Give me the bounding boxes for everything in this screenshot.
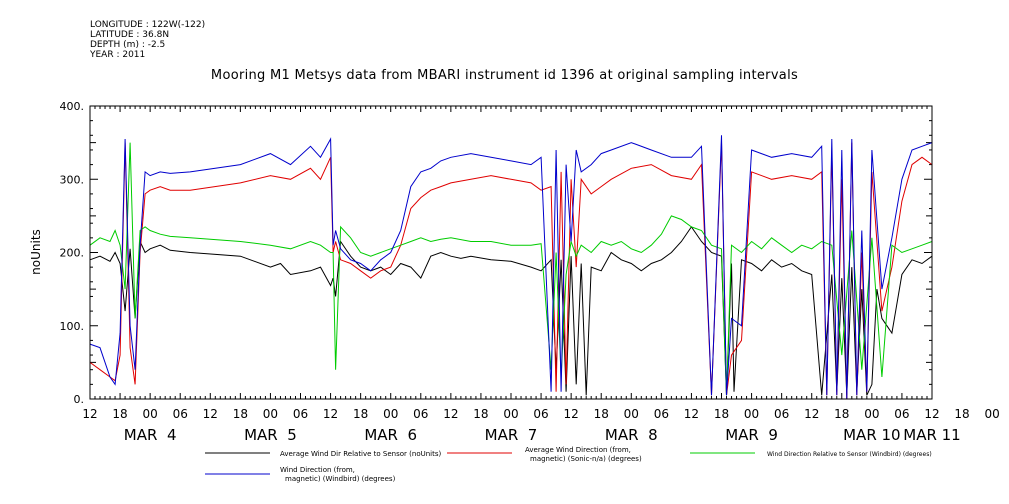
x-tick-label: 18 xyxy=(954,407,969,421)
x-date-label: MAR 4 xyxy=(124,426,177,444)
x-tick-label: 18 xyxy=(834,407,849,421)
y-tick-label: 0. xyxy=(74,393,85,406)
x-date-label: MAR 7 xyxy=(485,426,538,444)
x-tick-label: 12 xyxy=(924,407,939,421)
x-tick-label: 06 xyxy=(173,407,188,421)
x-tick-label: 18 xyxy=(112,407,127,421)
legend-label-1: Average Wind Direction (from, magnetic) … xyxy=(525,446,642,463)
x-tick-label: 18 xyxy=(353,407,368,421)
x-date-label: MAR 6 xyxy=(364,426,417,444)
x-tick-label: 12 xyxy=(323,407,338,421)
x-tick-label: 00 xyxy=(503,407,518,421)
x-tick-label: 12 xyxy=(804,407,819,421)
x-date-label: MAR 11 xyxy=(903,426,960,444)
series-line-3 xyxy=(89,135,933,400)
x-tick-label: 06 xyxy=(533,407,548,421)
x-tick-label: 00 xyxy=(263,407,278,421)
year-text: YEAR : 2011 xyxy=(90,50,146,60)
x-date-label: MAR 8 xyxy=(605,426,658,444)
longitude-text: LONGITUDE : 122W(-122) xyxy=(90,20,206,30)
y-tick-label: 100. xyxy=(60,320,85,333)
x-tick-label: 18 xyxy=(473,407,488,421)
x-tick-label: 18 xyxy=(233,407,248,421)
plot-frame xyxy=(89,105,933,400)
x-tick-label: 00 xyxy=(624,407,639,421)
series-line-2 xyxy=(89,142,933,396)
depth-text: DEPTH (m) : -2.5 xyxy=(90,40,166,50)
x-date-label: MAR 10 xyxy=(843,426,900,444)
x-tick-label: 12 xyxy=(82,407,97,421)
x-tick-label: 06 xyxy=(654,407,669,421)
x-date-label: MAR 5 xyxy=(244,426,297,444)
x-tick-label: 12 xyxy=(564,407,579,421)
series-line-0 xyxy=(89,226,933,396)
x-tick-label: 06 xyxy=(413,407,428,421)
legend-label-3: Wind Direction (from, magnetic) (Windbir… xyxy=(280,466,396,483)
x-date-label: MAR 9 xyxy=(725,426,778,444)
x-tick-label: 00 xyxy=(744,407,759,421)
x-tick-label: 00 xyxy=(985,407,1000,421)
chart-title: Mooring M1 Metsys data from MBARI instru… xyxy=(210,68,799,83)
x-tick-label: 00 xyxy=(143,407,158,421)
x-tick-label: 12 xyxy=(443,407,458,421)
x-tick-label: 12 xyxy=(203,407,218,421)
legend-label-2: Wind Direction Relative to Sensor (Windb… xyxy=(767,451,932,458)
y-tick-label: 400. xyxy=(60,100,85,113)
legend-label-0: Average Wind Dir Relative to Sensor (noU… xyxy=(280,450,441,458)
x-tick-label: 06 xyxy=(293,407,308,421)
metadata-block: LONGITUDE : 122W(-122) LATITUDE : 36.8N … xyxy=(90,20,205,60)
y-tick-label: 200. xyxy=(60,247,85,260)
x-tick-label: 12 xyxy=(684,407,699,421)
series-line-1 xyxy=(89,142,933,400)
y-tick-label: 300. xyxy=(60,173,85,186)
x-tick-label: 00 xyxy=(864,407,879,421)
x-tick-label: 06 xyxy=(774,407,789,421)
x-tick-label: 18 xyxy=(714,407,729,421)
x-tick-label: 18 xyxy=(594,407,609,421)
x-tick-label: 06 xyxy=(894,407,909,421)
y-axis-label: noUnits xyxy=(29,229,43,275)
x-tick-label: 00 xyxy=(383,407,398,421)
latitude-text: LATITUDE : 36.8N xyxy=(90,30,170,40)
